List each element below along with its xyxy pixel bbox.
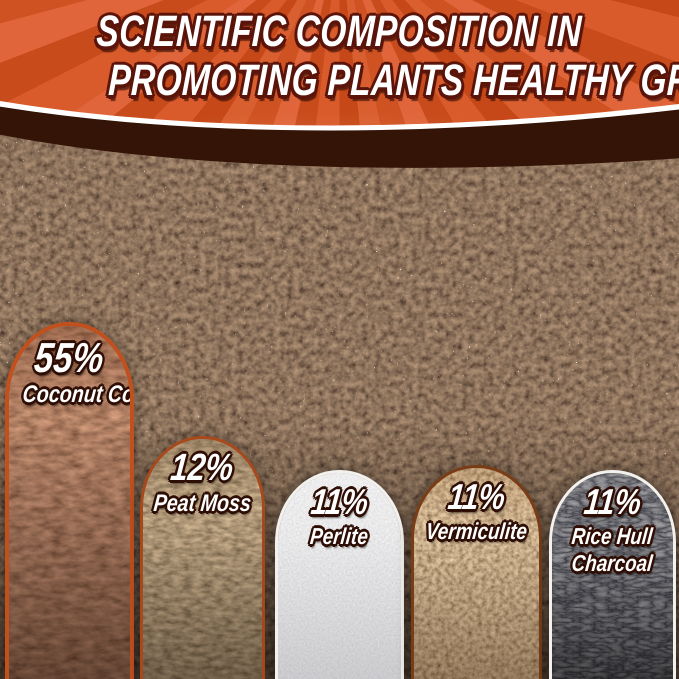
peat-moss-label: Peat Moss bbox=[152, 490, 253, 517]
title-line-2: PROMOTING PLANTS HEALTHY GROWTH bbox=[107, 56, 679, 105]
title-line-1: SCIENTIFIC COMPOSITION IN bbox=[95, 7, 584, 56]
composition-pill-rice-hull-charcoal: 11% Rice Hull Charcoal bbox=[549, 470, 676, 679]
composition-pill-perlite: 11% Perlite bbox=[275, 470, 404, 679]
composition-pill-peat-moss: 12% Peat Moss bbox=[140, 436, 265, 679]
rice-hull-charcoal-label-line2: Charcoal bbox=[570, 550, 655, 576]
vermiculite-percent: 11% bbox=[446, 476, 508, 517]
page-title: SCIENTIFIC COMPOSITION IN PROMOTING PLAN… bbox=[0, 7, 679, 105]
composition-pill-vermiculite: 11% Vermiculite bbox=[411, 465, 542, 679]
perlite-percent: 11% bbox=[309, 481, 371, 522]
perlite-label: Perlite bbox=[309, 523, 370, 549]
coconut-coir-percent: 55% bbox=[32, 334, 107, 381]
composition-pill-coconut-coir: 55% Coconut Coir bbox=[5, 322, 134, 679]
vermiculite-label: Vermiculite bbox=[424, 518, 529, 544]
coconut-coir-label: Coconut Coir bbox=[21, 381, 134, 408]
peat-moss-percent: 12% bbox=[169, 447, 236, 489]
rice-hull-charcoal-label-line1: Rice Hull bbox=[570, 523, 655, 549]
rice-hull-charcoal-percent: 11% bbox=[582, 481, 644, 522]
